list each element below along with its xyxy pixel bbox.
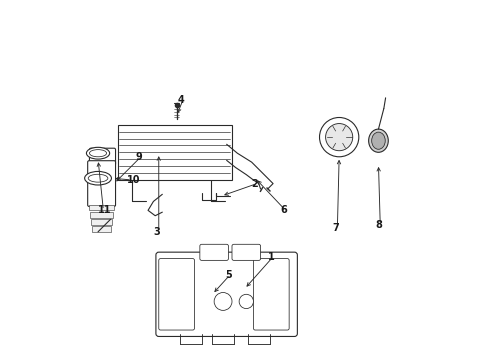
FancyBboxPatch shape	[89, 148, 115, 165]
Text: 8: 8	[374, 220, 381, 230]
Ellipse shape	[368, 129, 387, 152]
Text: 1: 1	[267, 252, 274, 262]
Ellipse shape	[86, 147, 109, 159]
Circle shape	[214, 293, 231, 310]
Circle shape	[239, 294, 253, 309]
Bar	[92, 226, 111, 232]
FancyBboxPatch shape	[87, 161, 115, 206]
Bar	[118, 125, 231, 180]
Text: 9: 9	[135, 152, 142, 162]
FancyBboxPatch shape	[156, 252, 297, 337]
FancyBboxPatch shape	[253, 258, 288, 330]
Circle shape	[325, 123, 352, 151]
Text: 4: 4	[177, 95, 184, 105]
FancyBboxPatch shape	[231, 244, 260, 260]
Bar	[90, 212, 113, 217]
Text: 3: 3	[153, 227, 160, 237]
FancyBboxPatch shape	[159, 258, 194, 330]
FancyBboxPatch shape	[200, 244, 228, 260]
Ellipse shape	[371, 132, 385, 149]
Text: 2: 2	[251, 179, 258, 189]
Ellipse shape	[89, 150, 106, 157]
Ellipse shape	[84, 171, 111, 185]
Text: 11: 11	[98, 205, 111, 215]
Ellipse shape	[88, 174, 108, 182]
Text: 6: 6	[280, 205, 286, 215]
Bar	[91, 219, 112, 225]
Text: 7: 7	[331, 223, 338, 233]
Text: 10: 10	[126, 175, 140, 185]
Circle shape	[319, 117, 358, 157]
Bar	[89, 205, 114, 210]
Text: 5: 5	[224, 270, 231, 280]
